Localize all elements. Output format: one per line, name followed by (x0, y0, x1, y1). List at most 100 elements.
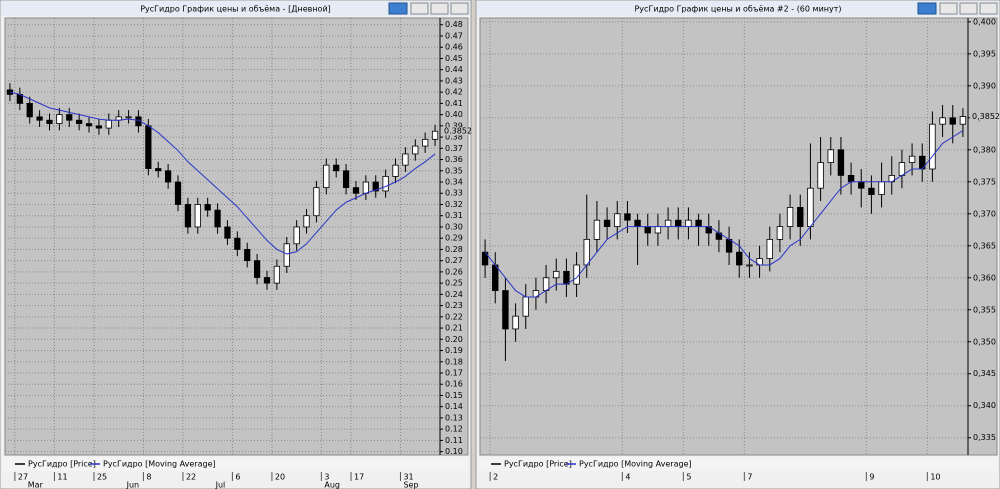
y-tick-label: 0.40 (445, 110, 463, 119)
y-tick-label: 0.29 (445, 234, 463, 243)
close-button[interactable] (450, 2, 469, 15)
y-tick-label: 0.39 (445, 121, 463, 130)
y-tick-label: 0.41 (445, 99, 463, 108)
pin-button[interactable] (388, 2, 408, 15)
candle-body (66, 114, 73, 121)
maximize-button[interactable] (959, 2, 978, 15)
candle-body (654, 226, 662, 234)
x-month-label: Jun (126, 481, 139, 489)
y-tick-label: 0.43 (445, 76, 463, 85)
x-tick-label: 7 (747, 473, 752, 482)
y-tick-label: 0.47 (445, 31, 463, 40)
y-tick-label: 0.36 (445, 155, 463, 164)
candle-body (342, 170, 350, 189)
candle-body (244, 249, 251, 262)
candle-body (847, 174, 855, 183)
candle-body (372, 181, 379, 192)
y-tick-label: 0.33 (445, 189, 463, 198)
x-tick-label: 20 (275, 473, 285, 482)
candle-body (95, 125, 103, 129)
candle-body (827, 149, 834, 164)
minimize-button[interactable] (939, 2, 958, 15)
x-month-label: Aug (324, 481, 340, 489)
candle-body (776, 226, 784, 240)
candle-body (224, 226, 231, 239)
x-tick-label: 27 (18, 473, 28, 482)
candle-body (293, 226, 300, 245)
y-tick-label: 0,375 (973, 177, 996, 186)
candle-body (512, 315, 519, 330)
legend-label: РусГидро [Moving Average] (579, 460, 692, 469)
y-tick-label: 0.32 (445, 200, 463, 209)
candle-body (675, 219, 682, 227)
candle-body (695, 219, 702, 227)
candle-body (392, 164, 399, 177)
y-tick-label: 0.28 (445, 245, 463, 254)
ma-line (9, 91, 436, 255)
title-bar (1, 1, 470, 16)
candle-body (736, 251, 743, 266)
window-title: РусГидро График цены и объёма #2 - (60 м… (634, 5, 841, 14)
candle-body (624, 213, 631, 221)
candle-body (614, 213, 621, 227)
y-tick-label: 0.12 (445, 425, 463, 434)
y-tick-label: 0.11 (445, 436, 463, 445)
candle-body (283, 243, 290, 267)
candle-body (234, 237, 241, 250)
candle-body (664, 219, 672, 227)
candle-body (204, 204, 211, 211)
ma-line (484, 130, 964, 298)
y-tick-label: 0.44 (445, 65, 463, 74)
candle-body (858, 181, 865, 189)
candle-body (807, 187, 814, 227)
candle-body (553, 270, 560, 279)
candle-body (174, 181, 182, 205)
y-tick-label: 0,335 (973, 433, 996, 442)
x-tick-label: 2 (493, 473, 498, 482)
close-button[interactable] (979, 2, 998, 15)
y-tick-label: 0.42 (445, 88, 463, 97)
candle-body (352, 187, 360, 194)
legend-bar (2, 457, 469, 471)
y-tick-label: 0.13 (445, 413, 463, 422)
candle-body (868, 187, 875, 195)
x-tick-label: 17 (354, 473, 364, 482)
candle-body (412, 145, 419, 155)
y-tick-label: 0.22 (445, 312, 463, 321)
y-tick-label: 0,365 (973, 241, 996, 250)
candle-body (303, 215, 310, 228)
y-tick-label: 0.27 (445, 256, 463, 265)
y-tick-label: 0,360 (973, 273, 996, 282)
candle-body (263, 277, 271, 284)
y-tick-label: 0.19 (445, 346, 463, 355)
candle-body (492, 264, 499, 291)
minimize-button[interactable] (410, 2, 429, 15)
x-tick-label: 11 (57, 473, 67, 482)
candle-body (837, 149, 845, 176)
pin-button[interactable] (917, 2, 937, 15)
candle-body (959, 116, 967, 125)
x-tick-label: 22 (186, 473, 196, 482)
candle-body (685, 219, 692, 227)
y-tick-label: 0.34 (445, 178, 463, 187)
candle-body (603, 219, 611, 227)
y-tick-label: 0.25 (445, 279, 463, 288)
candle-body (644, 226, 651, 234)
y-tick-label: 0,350 (973, 337, 996, 346)
legend-label: РусГидро [Price] (504, 460, 572, 469)
candle-body (593, 219, 601, 240)
maximize-button[interactable] (430, 2, 449, 15)
candle-body (542, 277, 550, 291)
x-tick-label: 31 (403, 473, 413, 482)
candle-body (253, 260, 261, 278)
candle-body (502, 290, 509, 330)
window-title: РусГидро График цены и объёма - [Дневной… (140, 5, 331, 14)
candle-body (382, 175, 389, 192)
y-tick-label: 0,390 (973, 81, 996, 90)
y-tick-label: 0.20 (445, 335, 463, 344)
last-price-label: 0.3852 (444, 127, 472, 136)
y-tick-label: 0.16 (445, 380, 463, 389)
y-tick-label: 0.14 (445, 402, 463, 411)
x-tick-label: 25 (97, 473, 107, 482)
